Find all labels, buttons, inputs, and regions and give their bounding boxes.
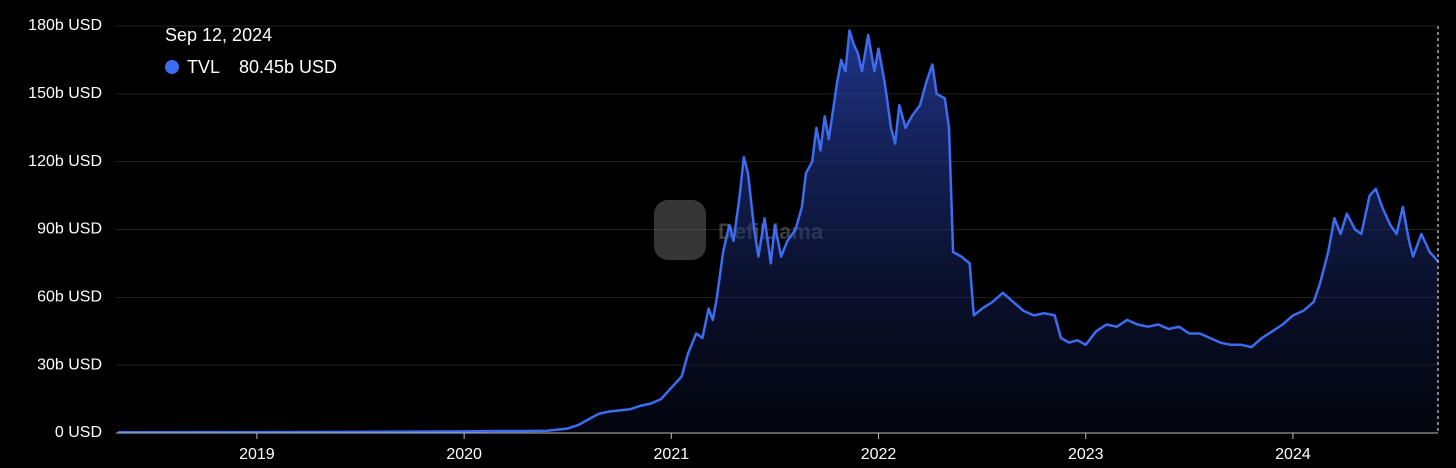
y-tick-label: 150b USD (28, 85, 102, 102)
x-tick-label: 2022 (861, 446, 897, 463)
watermark-logo (654, 200, 706, 260)
y-tick-label: 180b USD (28, 17, 102, 34)
x-tick-label: 2024 (1275, 446, 1311, 463)
tooltip-value: 80.45b USD (239, 57, 337, 77)
x-tick-label: 2019 (239, 446, 275, 463)
x-tick-label: 2023 (1068, 446, 1104, 463)
y-tick-label: 90b USD (37, 221, 102, 238)
plot (118, 26, 1439, 434)
tooltip-series: TVL (187, 57, 220, 77)
area-fill (118, 30, 1439, 433)
tooltip-dot (165, 60, 179, 74)
tooltip-date: Sep 12, 2024 (165, 25, 272, 45)
y-tick-label: 60b USD (37, 289, 102, 306)
y-tick-label: 30b USD (37, 356, 102, 373)
x-tick-label: 2020 (446, 446, 482, 463)
x-tick-label: 2021 (654, 446, 690, 463)
tooltip: Sep 12, 2024 TVL 80.45b USD (165, 25, 337, 77)
line (118, 29, 1439, 434)
y-tick-label: 0 USD (55, 424, 102, 441)
y-tick-label: 120b USD (28, 153, 102, 170)
